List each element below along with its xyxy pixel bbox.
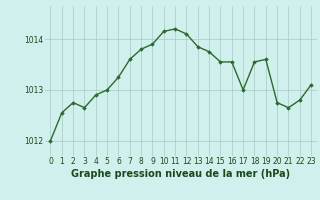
X-axis label: Graphe pression niveau de la mer (hPa): Graphe pression niveau de la mer (hPa) — [71, 169, 290, 179]
